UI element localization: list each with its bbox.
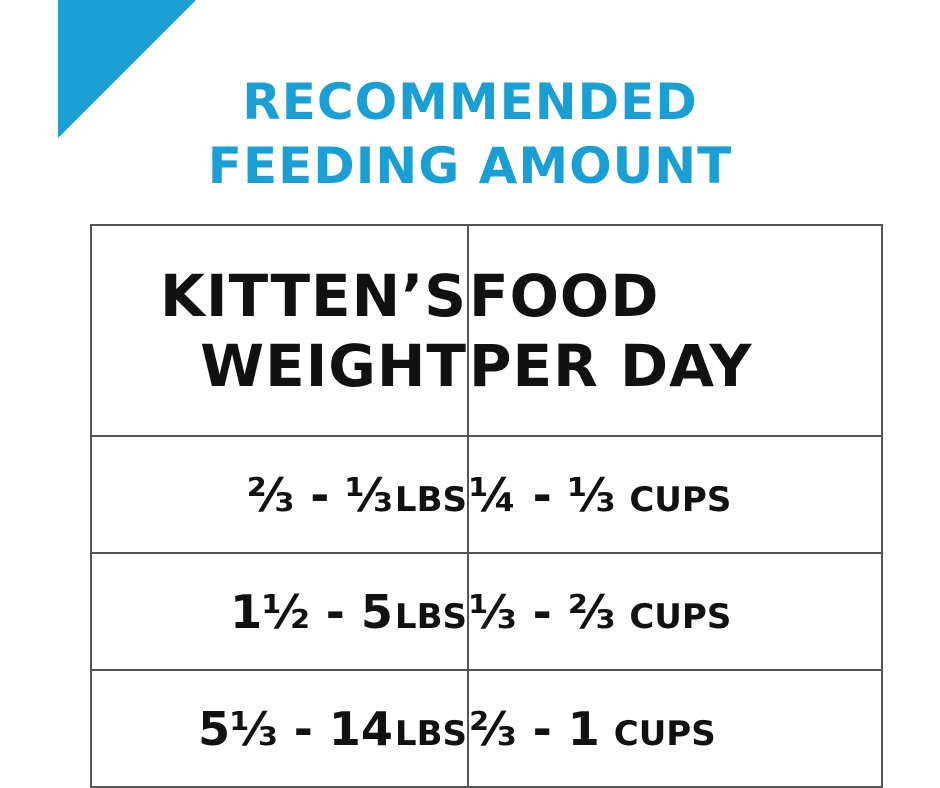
feeding-table: KITTEN’S WEIGHT FOOD PER DAY ⅔ - ⅓LBS ¼ … — [90, 224, 883, 788]
header-food-line-1: FOOD — [469, 261, 660, 330]
header-weight-line-1: KITTEN’S — [160, 261, 467, 330]
table-row: 1½ - 5LBS ⅓ - ⅔ CUPS — [90, 552, 883, 671]
corner-triangle-decoration — [58, 0, 196, 138]
food-unit: CUPS — [613, 713, 716, 754]
weight-unit: LBS — [394, 713, 467, 754]
food-cell: ⅔ - 1 CUPS — [467, 669, 883, 788]
page-title: RECOMMENDED FEEDING AMOUNT — [0, 70, 940, 198]
weight-cell: ⅔ - ⅓LBS — [90, 435, 469, 554]
table-header-row: KITTEN’S WEIGHT FOOD PER DAY — [90, 224, 883, 437]
weight-value: 1½ - 5 — [230, 584, 393, 639]
weight-cell: 1½ - 5LBS — [90, 552, 469, 671]
food-cell: ⅓ - ⅔ CUPS — [467, 552, 883, 671]
food-value: ⅓ - ⅔ — [469, 584, 616, 639]
header-weight-line-2: WEIGHT — [200, 331, 467, 400]
title-line-1: RECOMMENDED — [242, 73, 698, 131]
title-line-2: FEEDING AMOUNT — [207, 137, 733, 195]
weight-unit: LBS — [394, 596, 467, 637]
food-value: ⅔ - 1 — [469, 701, 600, 756]
food-value: ¼ - ⅓ — [469, 467, 616, 522]
header-food-line-2: PER DAY — [469, 331, 753, 400]
header-kittens-weight: KITTEN’S WEIGHT — [90, 224, 469, 437]
weight-value: 5⅓ - 14 — [198, 701, 393, 756]
weight-value: ⅔ - ⅓ — [246, 467, 393, 522]
food-unit: CUPS — [629, 479, 732, 520]
weight-cell: 5⅓ - 14LBS — [90, 669, 469, 788]
weight-unit: LBS — [394, 479, 467, 520]
food-cell: ¼ - ⅓ CUPS — [467, 435, 883, 554]
header-food-per-day: FOOD PER DAY — [467, 224, 883, 437]
table-row: 5⅓ - 14LBS ⅔ - 1 CUPS — [90, 669, 883, 788]
table-row: ⅔ - ⅓LBS ¼ - ⅓ CUPS — [90, 435, 883, 554]
food-unit: CUPS — [629, 596, 732, 637]
